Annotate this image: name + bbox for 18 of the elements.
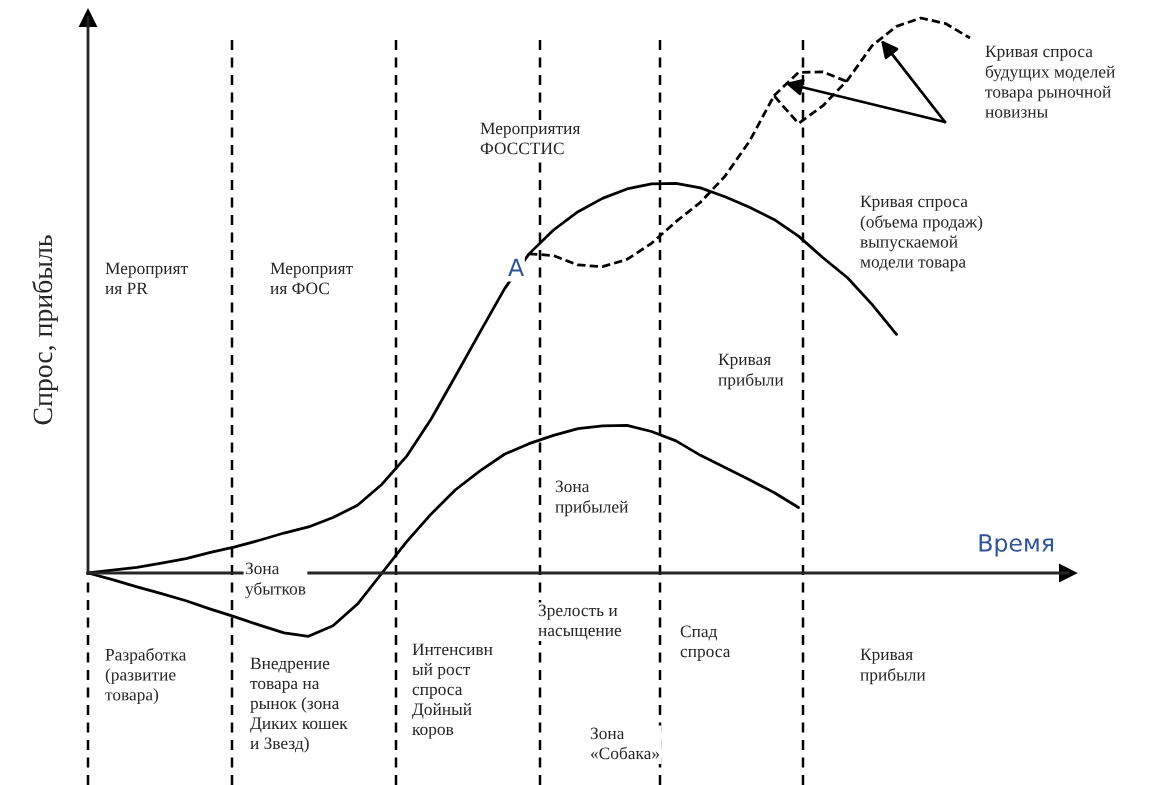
annotation: Зона прибылей <box>555 480 629 517</box>
annotation: Зрелость и насыщение <box>538 604 622 640</box>
annotation: Спад спроса <box>680 625 731 661</box>
y-axis-title: Спрос, прибыль <box>32 235 58 425</box>
annotation: Мероприят ия PR <box>105 262 188 295</box>
annotation: Зона убытков <box>245 562 306 599</box>
annotation: Мероприятия ФОССТИС <box>480 122 581 155</box>
annotation: Кривая спроса (объема продаж) выпускаемой модели товара <box>860 195 983 272</box>
x-axis-title: Время <box>979 534 1053 557</box>
text: Интенсивн ый рост спроса Дойный коров <box>412 643 493 739</box>
annotation: Мероприят ия ФОС <box>270 262 353 295</box>
annotation: Кривая спроса будущих моделей товара рыночной новизны <box>985 45 1115 118</box>
text: Зона «Собака» <box>590 727 660 760</box>
text: Внедрение товара на рынок (зона Диких кошек и Звезд) <box>250 657 348 753</box>
text: Кривая прибыли <box>860 648 926 685</box>
annotation: Кривая прибыли <box>718 353 784 390</box>
annotation: A <box>508 258 524 276</box>
text: Разработка (развитие товара) <box>105 648 187 705</box>
